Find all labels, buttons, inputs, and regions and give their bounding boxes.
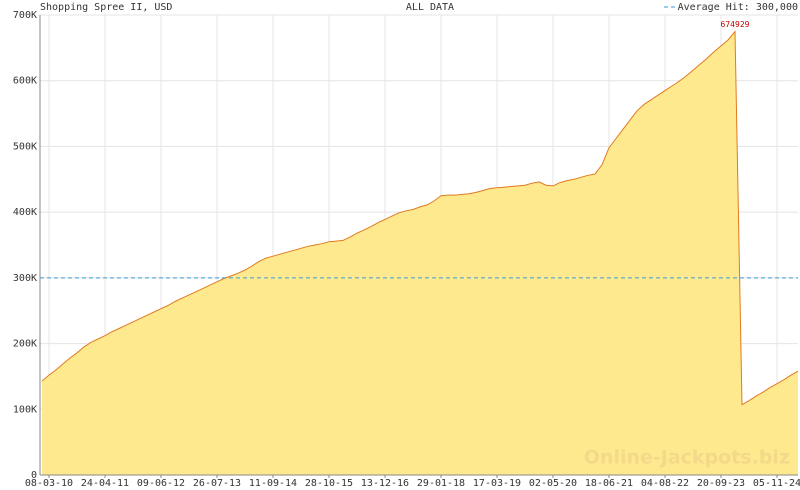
peak-label: 674929 bbox=[721, 20, 750, 29]
x-tick-label: 08-03-10 bbox=[25, 478, 73, 489]
x-tick-label: 24-04-11 bbox=[81, 478, 129, 489]
x-tick-label: 02-05-20 bbox=[529, 478, 577, 489]
chart-subtitle: ALL DATA bbox=[406, 2, 454, 13]
y-tick-label: 700K bbox=[13, 10, 37, 21]
x-tick-label: 18-06-21 bbox=[585, 478, 633, 489]
x-tick-label: 13-12-16 bbox=[361, 478, 409, 489]
x-tick-label: 09-06-12 bbox=[137, 478, 185, 489]
area-line bbox=[41, 30, 799, 406]
x-tick-label: 28-10-15 bbox=[305, 478, 353, 489]
y-tick-label: 0 bbox=[31, 470, 37, 481]
x-tick-label: 29-01-18 bbox=[417, 478, 465, 489]
y-tick-label: 600K bbox=[13, 76, 37, 87]
legend-label: Average Hit: 300,000 bbox=[678, 2, 798, 13]
watermark: Online-Jackpots.biz bbox=[584, 447, 790, 469]
x-tick-label: 11-09-14 bbox=[249, 478, 297, 489]
y-tick-label: 100K bbox=[13, 404, 37, 415]
y-tick-label: 500K bbox=[13, 141, 37, 152]
x-tick-label: 20-09-23 bbox=[697, 478, 745, 489]
y-tick-label: 300K bbox=[13, 273, 37, 284]
y-tick-label: 200K bbox=[13, 339, 37, 350]
x-tick-label: 17-03-19 bbox=[473, 478, 521, 489]
y-tick-label: 400K bbox=[13, 207, 37, 218]
x-tick-label: 04-08-22 bbox=[641, 478, 689, 489]
x-tick-label: 05-11-24 bbox=[753, 478, 800, 489]
chart-title: Shopping Spree II, USD bbox=[40, 2, 172, 13]
x-tick-label: 26-07-13 bbox=[193, 478, 241, 489]
area bbox=[42, 31, 798, 475]
